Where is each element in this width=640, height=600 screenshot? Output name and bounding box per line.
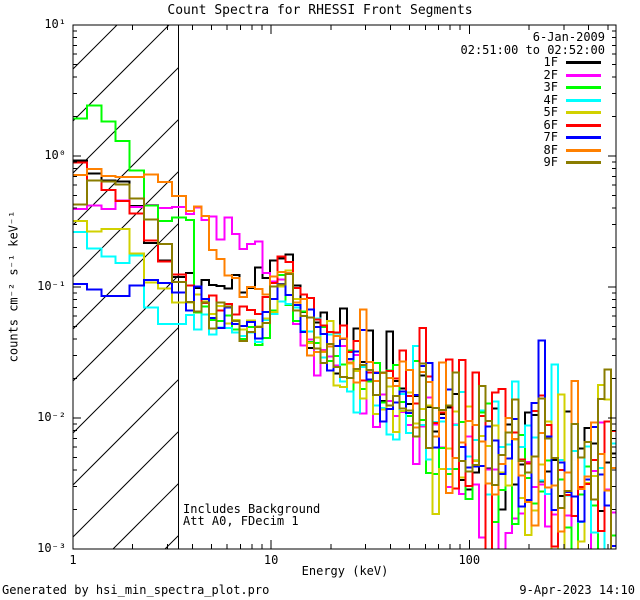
spectrum-line-2F [73, 199, 616, 549]
hatch-line [73, 0, 178, 17]
legend-swatch-7F [566, 136, 601, 139]
legend-swatch-3F [566, 86, 601, 89]
x-tick-label: 1 [69, 553, 77, 567]
hatch-line [73, 171, 179, 278]
hatch-line [73, 25, 170, 122]
hatch-line [73, 67, 179, 174]
hatch-line [73, 379, 179, 486]
y-tick-label: 10⁰ [44, 148, 66, 162]
spectrum-line-6F [73, 161, 616, 549]
x-axis-label: Energy (keV) [301, 564, 389, 578]
hatch-line [73, 431, 179, 538]
legend-swatch-5F [566, 111, 601, 114]
hatch-line [73, 327, 179, 434]
plot-title: Count Spectra for RHESSI Front Segments [167, 3, 473, 18]
spectrum-line-9F [73, 179, 612, 549]
hatch-line [73, 223, 179, 330]
legend-label-7F: 7F [543, 130, 558, 144]
legend-label-9F: 9F [543, 155, 558, 169]
legend-swatch-6F [566, 123, 601, 127]
annotation-attenuator-state: Att A0, FDecim 1 [183, 514, 299, 528]
hatch-line [73, 119, 179, 226]
hatch-line [112, 483, 179, 549]
y-tick-label: 10⁻² [37, 410, 66, 424]
legend-swatch-1F [566, 61, 601, 64]
footer-generated-by: Generated by hsi_min_spectra_plot.pro [2, 583, 270, 597]
legend-label-6F: 6F [543, 117, 558, 132]
footer-timestamp: 9-Apr-2023 14:10 [519, 583, 635, 597]
observation-time-range: 02:51:00 to 02:52:00 [460, 43, 606, 57]
legend-label-5F: 5F [543, 105, 558, 119]
legend-swatch-4F [566, 98, 601, 102]
annotation-includes-background: Includes Background [183, 502, 321, 516]
legend-label-2F: 2F [543, 67, 558, 82]
observation-date: 6-Jan-2009 [532, 30, 605, 44]
y-tick-label: 10¹ [44, 17, 66, 31]
legend-swatch-8F [566, 148, 601, 152]
legend-label-3F: 3F [543, 80, 558, 94]
hatch-line [73, 25, 118, 70]
spectrum-line-8F [73, 168, 616, 533]
x-tick-label: 10 [263, 553, 279, 567]
legend-swatch-2F [566, 73, 601, 77]
hatch-line [73, 275, 179, 382]
legend-label-8F: 8F [543, 142, 558, 157]
y-tick-label: 10⁻³ [37, 541, 66, 555]
spectrum-line-7F [73, 279, 616, 547]
legend-label-1F: 1F [543, 55, 558, 69]
x-tick-label: 100 [458, 553, 481, 567]
legend-swatch-9F [566, 161, 601, 164]
legend-label-4F: 4F [543, 92, 558, 107]
y-tick-label: 10⁻¹ [37, 279, 66, 293]
